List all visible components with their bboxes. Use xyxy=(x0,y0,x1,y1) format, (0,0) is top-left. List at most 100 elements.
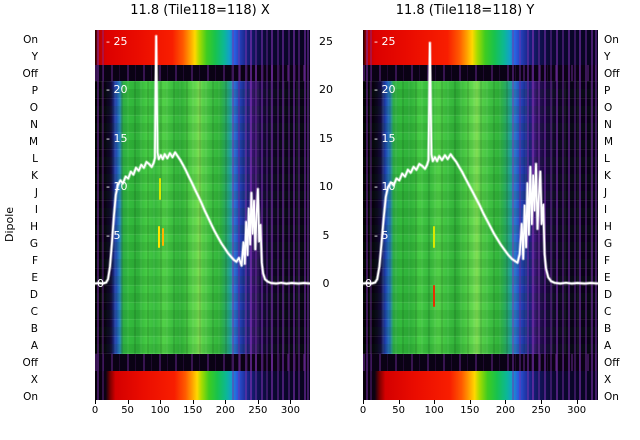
dipole-label-right: M xyxy=(604,136,614,148)
dipole-label-left: L xyxy=(32,153,38,165)
artifact-mark xyxy=(162,227,165,247)
heatmap-gap-lower xyxy=(363,354,598,372)
dipole-label-right: N xyxy=(604,119,612,131)
rfi-streak xyxy=(550,30,552,400)
heatmap-gap-lower xyxy=(95,354,310,372)
rfi-streak xyxy=(538,30,541,400)
dipole-label-right: On xyxy=(604,391,619,403)
heatmap-panel-y: - 25 - 20 - 15 - 10 - 5 0 xyxy=(363,30,598,400)
heatmap-strip-bottom xyxy=(95,371,310,400)
dipole-label-right: On xyxy=(604,34,619,46)
power-line-halo xyxy=(95,34,310,286)
dipole-label-left: J xyxy=(34,187,38,199)
power-tick-label: 15 xyxy=(319,131,333,145)
inplot-power-tick-label: - 25 xyxy=(374,35,396,48)
x-tick-label: 250 xyxy=(248,405,268,416)
panel-title-y: 11.8 (Tile118=118) Y xyxy=(395,3,535,18)
dipole-label-right: X xyxy=(604,374,612,386)
dipole-label-right: F xyxy=(604,255,611,267)
rfi-streak xyxy=(238,30,241,400)
dipole-label-right: G xyxy=(604,238,613,250)
power-line-halo xyxy=(363,41,598,286)
x-tick-mark xyxy=(95,400,96,404)
dipole-label-right: H xyxy=(604,221,612,233)
dipole-label-left: O xyxy=(29,102,38,114)
power-tick-label: 25 xyxy=(319,35,333,48)
x-tick-label: 50 xyxy=(121,405,134,416)
rfi-streak xyxy=(271,30,274,400)
rfi-streak xyxy=(512,30,515,400)
rfi-streak xyxy=(97,30,100,400)
dipole-label-right: E xyxy=(604,272,611,284)
x-tick-mark xyxy=(192,400,194,404)
inplot-power-tick-label: 0 xyxy=(97,277,104,290)
rfi-streak xyxy=(561,30,564,400)
x-tick-label: 0 xyxy=(91,405,99,416)
inplot-power-tick-label: - 15 xyxy=(106,131,128,145)
dipole-label-left: Y xyxy=(31,51,38,63)
dipole-label-right: D xyxy=(604,289,613,301)
x-tick-label: 50 xyxy=(392,405,405,416)
dipole-label-right: J xyxy=(604,187,608,199)
x-tick-label: 150 xyxy=(183,405,203,416)
panel-title-x: 11.8 (Tile118=118) X xyxy=(130,3,270,18)
x-tick-mark xyxy=(576,400,578,404)
dipole-label-right: A xyxy=(604,340,612,352)
heatmap-strip-top xyxy=(95,30,310,66)
power-tick-label: 10 xyxy=(319,180,333,194)
heatmap-strip-bottom xyxy=(363,371,598,400)
power-tick-label: 20 xyxy=(319,83,333,97)
dipole-label-left: G xyxy=(29,238,38,250)
rfi-streak xyxy=(370,30,373,400)
inplot-power-tick-label: - 5 xyxy=(374,228,389,242)
rfi-streak xyxy=(532,30,535,400)
rfi-streak xyxy=(555,30,558,400)
rfi-streak xyxy=(266,30,268,400)
rfi-streak xyxy=(579,30,582,400)
heatmap-gap-upper xyxy=(363,65,598,82)
rfi-streak xyxy=(287,30,290,400)
heatmap-main xyxy=(363,81,598,355)
dipole-label-right: B xyxy=(604,323,612,335)
dipole-label-right: Y xyxy=(604,51,611,63)
inplot-power-tick-label: 0 xyxy=(365,277,372,290)
x-tick-label: 0 xyxy=(359,405,367,416)
dipole-label-left: On xyxy=(23,34,38,46)
dipole-label-right: Off xyxy=(604,357,620,369)
power-line-chart-x xyxy=(95,34,310,286)
rfi-streak xyxy=(298,30,301,400)
dipole-label-left: B xyxy=(30,323,38,335)
artifact-mark xyxy=(159,178,162,201)
rfi-streak xyxy=(573,30,576,400)
x-tick-mark xyxy=(469,400,471,404)
x-tick-mark xyxy=(127,400,129,404)
artifact-mark xyxy=(433,285,436,308)
x-tick-mark xyxy=(290,400,292,404)
dipole-label-left: D xyxy=(29,289,38,301)
dipole-label-right: P xyxy=(604,85,611,97)
inplot-power-tick-label: - 20 xyxy=(374,83,396,97)
dipole-label-right: O xyxy=(604,102,613,114)
dipole-label-left: C xyxy=(30,306,38,318)
artifact-mark xyxy=(157,226,160,249)
rfi-streak xyxy=(292,30,295,400)
x-tick-label: 300 xyxy=(567,405,587,416)
rfi-streak xyxy=(282,30,285,400)
heatmap-gap-upper xyxy=(95,65,310,82)
rfi-streak xyxy=(544,30,547,400)
dipole-label-left: Off xyxy=(22,357,39,369)
rfi-streak xyxy=(519,30,522,400)
rfi-streak xyxy=(260,30,263,400)
dipole-label-left: I xyxy=(34,204,38,216)
heatmap-panel-x: - 25 - 20 - 15 - 10 - 5 0 xyxy=(95,30,310,400)
dipole-label-left: N xyxy=(30,119,38,131)
power-line xyxy=(95,35,310,285)
inplot-power-tick-label: - 25 xyxy=(106,35,128,48)
dipole-label-left: F xyxy=(31,255,38,267)
x-tick-label: 200 xyxy=(215,405,235,416)
power-tick-label: 0 xyxy=(322,277,330,290)
rfi-streak xyxy=(231,30,234,400)
dipole-label-left: P xyxy=(31,85,38,97)
rfi-streak xyxy=(585,30,588,400)
